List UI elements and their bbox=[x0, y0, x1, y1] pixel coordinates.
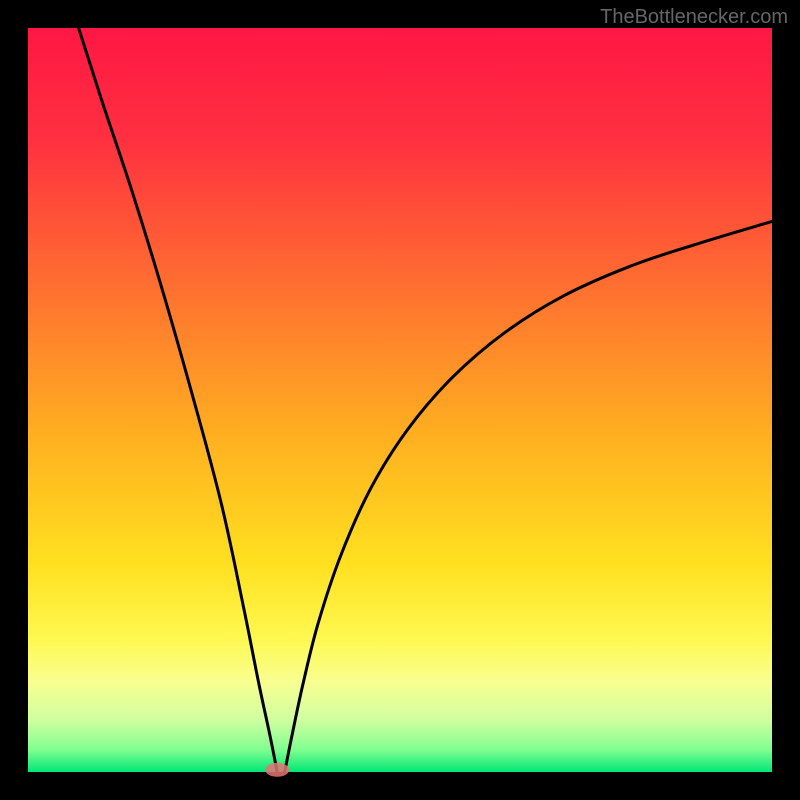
chart-container: TheBottlenecker.com bbox=[0, 0, 800, 800]
plot-area bbox=[28, 28, 772, 772]
optimal-marker bbox=[265, 763, 289, 777]
watermark-text: TheBottlenecker.com bbox=[600, 6, 788, 29]
bottleneck-chart bbox=[0, 0, 800, 800]
